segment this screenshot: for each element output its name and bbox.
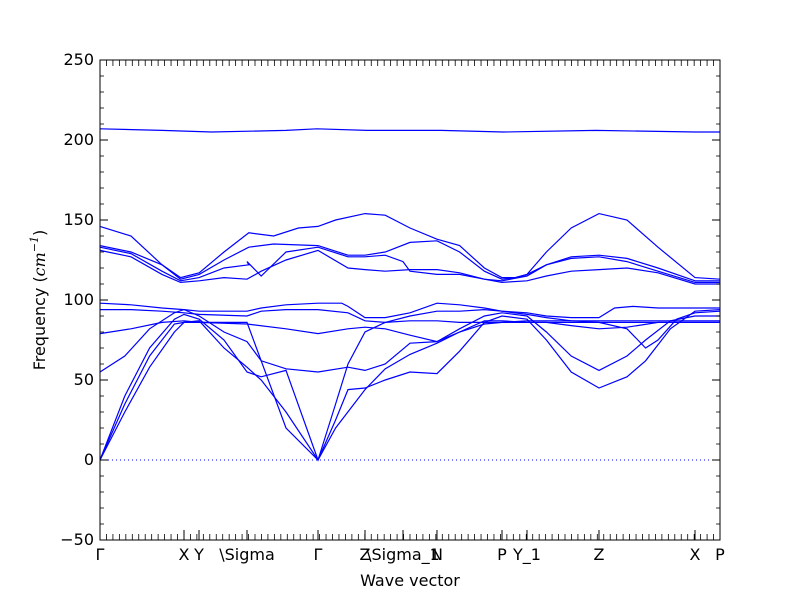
y-axis-label-suffix: ): [30, 230, 49, 236]
band-line-5: [99, 249, 720, 285]
band-line-1: [99, 128, 720, 133]
y-tick-label: 250: [63, 50, 94, 69]
hs-label-13: P: [715, 545, 725, 564]
band-line-3: [99, 240, 720, 282]
hs-label-2: X: [179, 545, 190, 564]
band-line-9: [99, 308, 720, 373]
band-line-7: [100, 308, 721, 349]
y-tick-label: −50: [60, 530, 94, 549]
x-axis-label: Wave vector: [360, 571, 460, 590]
y-tick-label: 200: [63, 130, 94, 149]
plot-frame: [99, 59, 721, 541]
hs-label-1: Γ: [96, 545, 105, 564]
hs-label-11: Z: [593, 545, 604, 564]
hs-label-12: X: [690, 545, 701, 564]
band-line-11: [99, 320, 720, 462]
band-line-12: [99, 321, 720, 461]
y-axis-label: Frequency (cm−1): [28, 230, 49, 371]
axis-ticks: [99, 59, 721, 541]
hs-label-8: N: [431, 545, 443, 564]
band-line-4: [99, 246, 720, 283]
hs-label-3: Y: [193, 545, 204, 564]
y-tick-labels: −50 0 50 100 150 200 250: [60, 50, 94, 549]
high-symmetry-labels: Γ X Y \Sigma Γ Z\Sigma_1N P Y_1 Z X P: [96, 545, 726, 565]
hs-label-5: Γ: [314, 545, 323, 564]
y-axis-label-exp: −1: [28, 236, 41, 252]
y-tick-label: 0: [84, 450, 94, 469]
hs-label-9: P: [497, 545, 507, 564]
band-line-6: [99, 302, 720, 319]
hs-label-10: Y_1: [512, 545, 541, 565]
y-tick-label: 100: [63, 290, 94, 309]
hs-label-6: Z: [360, 545, 371, 564]
hs-label-4: \Sigma: [219, 545, 275, 564]
band-line-2: [99, 212, 721, 280]
y-tick-label: 50: [74, 370, 94, 389]
hs-label-7: \Sigma_1: [366, 545, 440, 565]
y-tick-label: 150: [63, 210, 94, 229]
y-axis-label-unit: cm: [30, 252, 49, 276]
y-axis-label-prefix: Frequency (: [30, 276, 49, 370]
band-lines: [99, 128, 721, 462]
band-line-8: [99, 320, 720, 343]
band-line-10: [99, 309, 721, 462]
